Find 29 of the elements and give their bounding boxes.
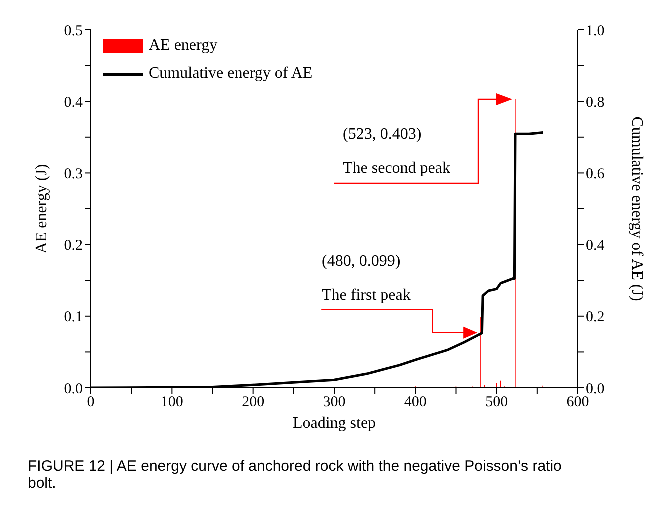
- x-tick-label: 400: [404, 394, 427, 411]
- x-tick-label: 200: [242, 394, 265, 411]
- x-axis-title: Loading step: [292, 415, 376, 432]
- y-tick-label: 0.3: [64, 166, 83, 183]
- annotation: The first peak: [322, 287, 411, 304]
- y2-axis-title: Cumulative energy of AE (J): [628, 116, 646, 302]
- y-tick-label: 0.4: [64, 94, 84, 111]
- x-tick-label: 600: [566, 394, 590, 411]
- x-tick-label: 100: [160, 394, 184, 411]
- y2-tick-label: 0.2: [586, 310, 605, 326]
- legend-label: AE energy: [149, 32, 218, 60]
- x-tick-label: 0: [87, 394, 95, 411]
- y-tick-label: 0.1: [64, 310, 83, 326]
- y-tick-label: 0.0: [64, 381, 83, 398]
- x-tick-label: 300: [323, 394, 346, 411]
- y-tick-label: 0.5: [64, 23, 83, 40]
- annotation: (480, 0.099): [322, 253, 401, 270]
- legend-label: Cumulative energy of AE: [149, 60, 313, 88]
- x-tick-label: 500: [486, 394, 508, 411]
- annotation: (523, 0.403): [343, 126, 422, 143]
- y2-tick-label: 0.6: [586, 166, 606, 183]
- y-axis-title: AE energy (J): [34, 164, 51, 254]
- y2-tick-label: 0.8: [586, 94, 605, 111]
- y2-tick-label: 0.4: [586, 238, 606, 254]
- y2-tick-label: 0.0: [586, 381, 605, 398]
- y2-tick-label: 1.0: [586, 23, 605, 40]
- caption: FIGURE 12 | AE energy curve of anchored rock with the negative Poisson’s ratio bolt.: [27, 457, 563, 494]
- y-tick-label: 0.2: [64, 238, 83, 254]
- annotation: The second peak: [343, 160, 451, 177]
